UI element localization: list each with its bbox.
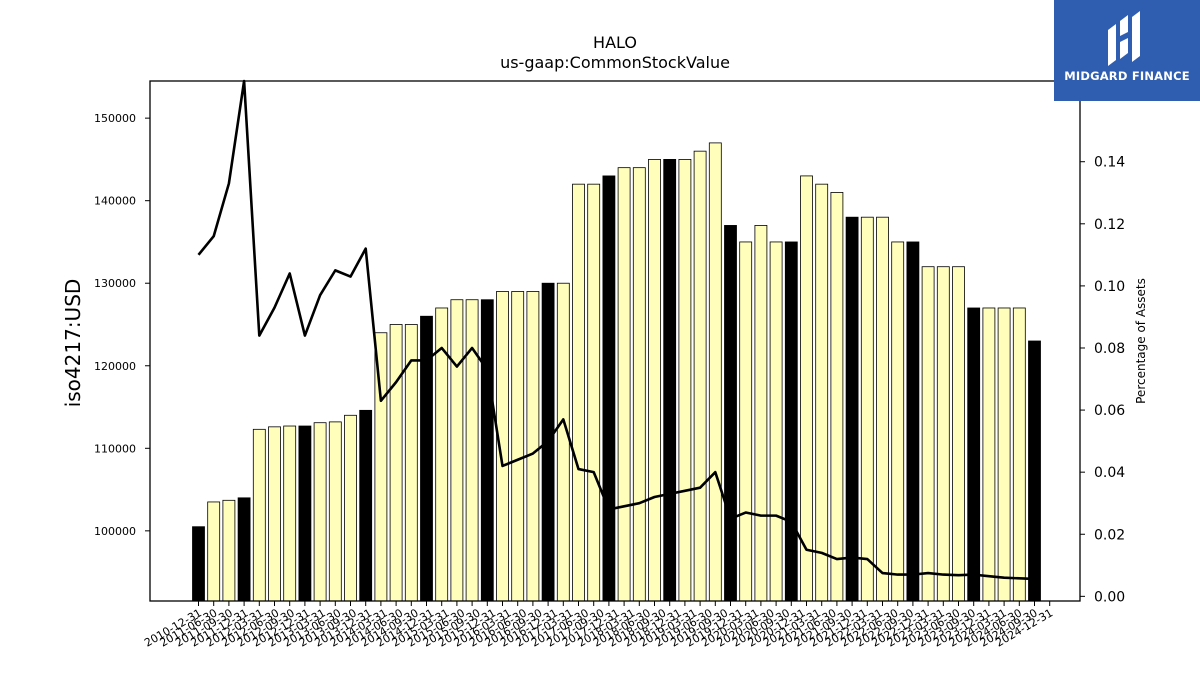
bar — [936, 266, 950, 602]
y-tick-label: 140000 — [94, 195, 136, 208]
y2-tick-label: 0.02 — [1094, 527, 1125, 543]
bar — [845, 216, 859, 602]
bar — [268, 426, 281, 602]
bar — [982, 307, 996, 602]
y-tick-label: 150000 — [94, 112, 136, 125]
bar — [374, 332, 388, 602]
bar — [754, 225, 768, 602]
bar — [556, 282, 570, 602]
bar — [952, 266, 965, 602]
y2-tick-label: 0.14 — [1094, 155, 1125, 171]
bar — [602, 175, 616, 602]
y-tick-label: 110000 — [94, 442, 136, 455]
bar — [663, 159, 677, 602]
bars-group — [192, 142, 1041, 602]
chart-title: HALO — [593, 33, 637, 52]
y2-tick-label: 0.10 — [1094, 279, 1125, 295]
bar — [997, 307, 1011, 602]
y-axis-right: 0.00 0.02 0.04 0.06 0.08 0.10 0.12 0.14 — [1080, 155, 1125, 605]
y-tick-label: 120000 — [94, 360, 136, 373]
brand-logo: MIDGARD FINANCE — [1054, 0, 1200, 101]
bar — [693, 150, 707, 602]
bar — [283, 425, 297, 602]
bar — [298, 425, 312, 602]
y2-axis-label: Percentage of Assets — [1134, 278, 1148, 404]
bar — [617, 167, 631, 602]
bar — [967, 307, 981, 602]
bar — [678, 159, 692, 602]
y-axis-left: 100000 110000 120000 130000 140000 150000 — [94, 112, 150, 538]
bar — [344, 414, 357, 602]
bar — [328, 421, 342, 602]
bar — [252, 428, 266, 602]
chart-subtitle: us-gaap:CommonStockValue — [500, 53, 730, 72]
percentage-line — [197, 79, 1035, 581]
y-axis-label: iso4217:USD — [61, 279, 85, 408]
bar — [237, 497, 251, 602]
bar — [222, 499, 236, 602]
bar — [450, 299, 464, 602]
bar — [784, 241, 798, 602]
bar — [526, 291, 540, 602]
bar — [800, 175, 813, 602]
bar — [876, 216, 889, 602]
bar — [921, 266, 935, 602]
bar — [860, 216, 874, 602]
bar — [192, 526, 205, 602]
bar — [480, 299, 494, 602]
bar — [359, 409, 373, 602]
midgard-logo-icon — [1108, 11, 1140, 66]
bar — [389, 324, 403, 602]
bar — [769, 241, 783, 602]
y-tick-label: 100000 — [94, 525, 136, 538]
bar — [815, 183, 829, 602]
bar — [1028, 340, 1041, 602]
y2-tick-label: 0.08 — [1094, 341, 1125, 357]
plot-frame — [149, 80, 1081, 602]
bar — [465, 299, 479, 602]
y2-tick-label: 0.04 — [1094, 465, 1125, 481]
bar — [313, 422, 327, 602]
y2-tick-label: 0.00 — [1094, 589, 1125, 605]
bar — [724, 225, 737, 602]
bar — [587, 183, 601, 602]
bar — [906, 241, 920, 602]
bar — [207, 501, 221, 602]
bar — [632, 167, 646, 602]
bar — [891, 241, 905, 602]
logo-text: MIDGARD FINANCE — [1064, 69, 1190, 83]
bar — [572, 183, 585, 602]
y2-tick-label: 0.06 — [1094, 403, 1125, 419]
bar — [511, 291, 525, 602]
line-group — [197, 79, 1035, 581]
y-tick-label: 130000 — [94, 277, 136, 290]
bar — [708, 142, 722, 602]
bar — [830, 192, 844, 602]
bar — [1012, 307, 1026, 602]
bar — [739, 241, 753, 602]
y2-tick-label: 0.12 — [1094, 217, 1125, 233]
x-axis: 2010-12-312011-06-302011-09-302011-12-31… — [142, 601, 1055, 650]
bar — [648, 159, 661, 602]
